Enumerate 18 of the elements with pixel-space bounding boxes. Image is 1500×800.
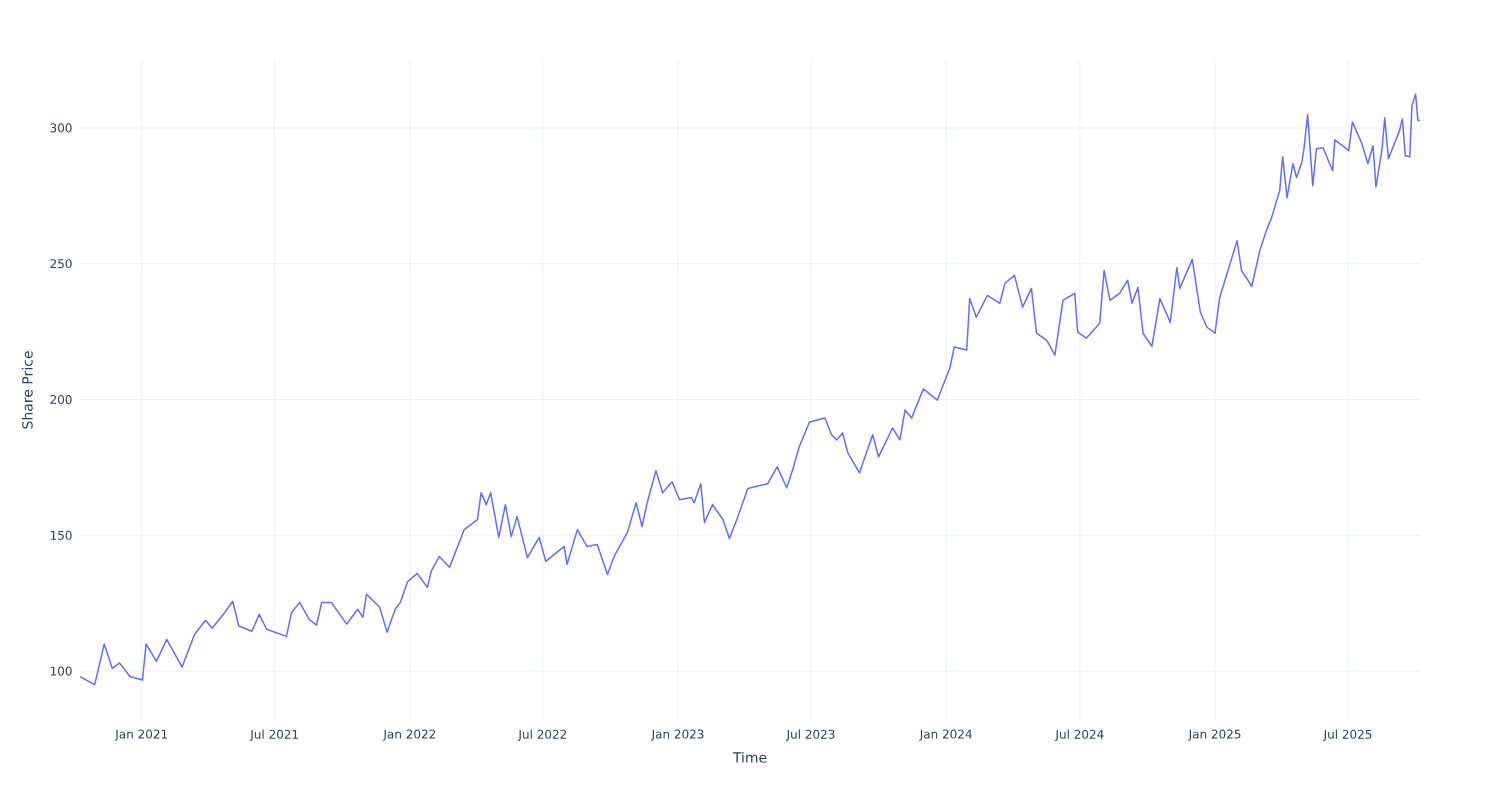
- x-tick-label: Jan 2025: [1188, 729, 1241, 741]
- x-tick-label: Jan 2022: [382, 729, 436, 741]
- x-tick-label: Jan 2024: [919, 729, 972, 741]
- x-tick-label: Jul 2025: [1322, 729, 1372, 742]
- x-tick-label: Jul 2021: [249, 729, 298, 742]
- line-series: [80, 93, 1421, 686]
- x-axis-title: Time: [732, 751, 767, 763]
- x-tick-label: Jan 2023: [650, 729, 704, 741]
- x-tick-label: Jan 2021: [114, 729, 168, 741]
- y-tick-label: 100: [50, 666, 72, 676]
- y-tick-label: 200: [50, 394, 72, 405]
- x-tick-label: Jul 2023: [785, 729, 835, 742]
- x-tick-label: Jul 2024: [1054, 729, 1104, 742]
- y-axis-title: Share Price: [21, 351, 33, 429]
- y-tick-label: 300: [50, 123, 72, 133]
- x-tick-label: Jul 2022: [517, 729, 567, 742]
- y-tick-label: 150: [50, 530, 72, 540]
- y-tick-label: 250: [50, 259, 72, 269]
